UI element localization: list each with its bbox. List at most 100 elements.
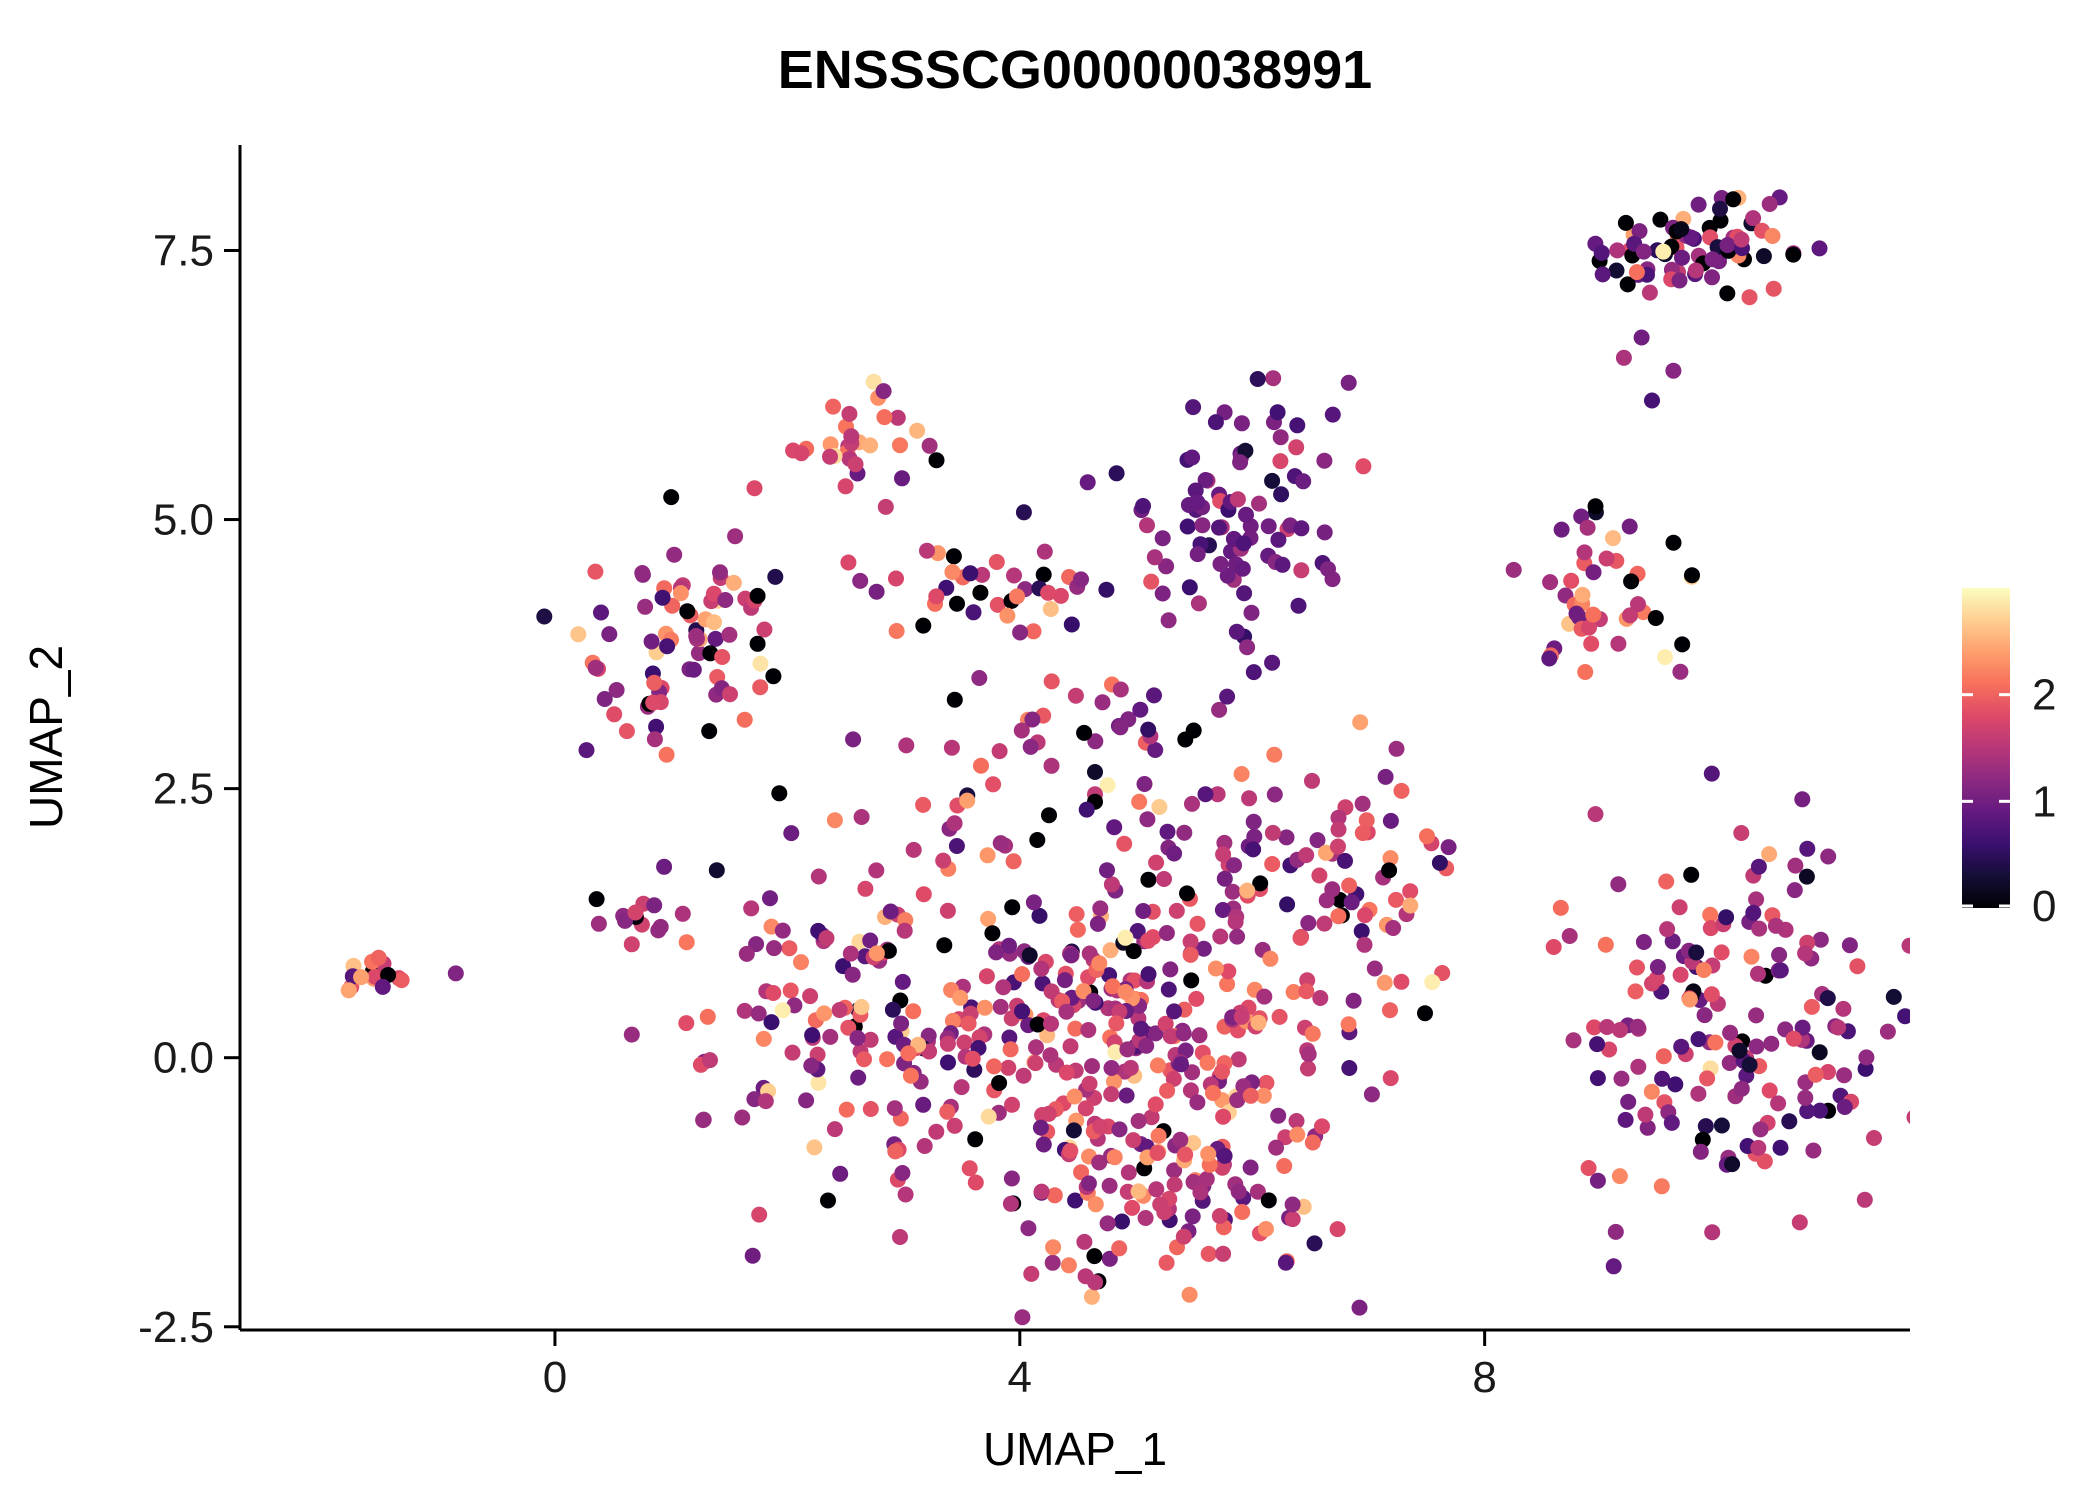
scatter-point bbox=[1002, 1041, 1019, 1058]
scatter-point bbox=[1101, 1250, 1118, 1267]
x-axis-label: UMAP_1 bbox=[983, 1423, 1167, 1475]
scatter-point bbox=[992, 835, 1009, 852]
scatter-point bbox=[374, 978, 391, 995]
scatter-point bbox=[1025, 894, 1042, 911]
scatter-point bbox=[1063, 947, 1080, 964]
scatter-point bbox=[623, 936, 640, 953]
scatter-point bbox=[1897, 1008, 1910, 1025]
scatter-point bbox=[1264, 856, 1281, 872]
scatter-point bbox=[1621, 518, 1638, 535]
scatter-point bbox=[1189, 1094, 1206, 1111]
scatter-point bbox=[721, 626, 738, 643]
scatter-point bbox=[868, 583, 885, 600]
scatter-point bbox=[1623, 573, 1640, 590]
scatter-point bbox=[1647, 610, 1664, 626]
scatter-point bbox=[928, 588, 945, 605]
scatter-point bbox=[838, 1101, 855, 1118]
scatter-point bbox=[706, 614, 722, 631]
scatter-point bbox=[601, 626, 618, 643]
scatter-point bbox=[1750, 1139, 1767, 1156]
scatter-point bbox=[1356, 936, 1373, 953]
scatter-point bbox=[1043, 757, 1060, 774]
scatter-point bbox=[1058, 1064, 1075, 1081]
scatter-point bbox=[1172, 1131, 1189, 1148]
scatter-point bbox=[1246, 828, 1263, 845]
scatter-point bbox=[1091, 955, 1108, 972]
scatter-point bbox=[717, 592, 734, 608]
scatter-point bbox=[1312, 990, 1329, 1006]
scatter-point bbox=[1712, 200, 1728, 217]
scatter-point bbox=[1020, 1220, 1037, 1237]
scatter-point bbox=[1229, 928, 1246, 945]
scatter-point bbox=[1173, 1056, 1189, 1073]
scatter-point bbox=[1124, 1199, 1141, 1216]
scatter-point bbox=[1043, 1015, 1059, 1032]
scatter-point bbox=[1811, 1044, 1828, 1061]
scatter-point bbox=[1143, 573, 1160, 590]
scatter-point bbox=[1117, 929, 1134, 946]
scatter-point bbox=[1002, 1195, 1019, 1212]
scatter-point bbox=[646, 674, 663, 691]
scatter-point bbox=[1021, 947, 1038, 964]
scatter-point bbox=[1304, 772, 1320, 789]
scatter-point bbox=[393, 972, 410, 989]
scatter-point bbox=[587, 563, 604, 580]
scatter-point bbox=[1724, 1156, 1741, 1173]
scatter-point bbox=[743, 900, 760, 917]
scatter-point bbox=[678, 934, 695, 951]
scatter-point bbox=[1189, 915, 1206, 932]
scatter-point bbox=[1713, 944, 1730, 961]
scatter-point bbox=[1228, 623, 1245, 640]
scatter-point bbox=[1644, 392, 1660, 409]
scatter-point bbox=[1718, 909, 1735, 926]
scatter-point bbox=[1075, 983, 1092, 1000]
scatter-point bbox=[1190, 595, 1207, 612]
scatter-point bbox=[1785, 246, 1802, 263]
scatter-point bbox=[1067, 1192, 1084, 1209]
scatter-point bbox=[1198, 1171, 1215, 1187]
scatter-point bbox=[1073, 571, 1089, 588]
scatter-point bbox=[1643, 1083, 1660, 1100]
scatter-point bbox=[627, 904, 644, 921]
scatter-point bbox=[1585, 564, 1602, 581]
colorbar-legend: 0 1 2 bbox=[1962, 588, 2056, 931]
scatter-point bbox=[1136, 776, 1153, 792]
scatter-point bbox=[1306, 1235, 1323, 1252]
scatter-point bbox=[820, 1192, 836, 1209]
scatter-point bbox=[1022, 738, 1039, 755]
scatter-point bbox=[1215, 1108, 1232, 1125]
scatter-point bbox=[1649, 959, 1666, 975]
scatter-point bbox=[1733, 231, 1750, 248]
scatter-point bbox=[832, 1165, 849, 1182]
scatter-point bbox=[1140, 871, 1157, 888]
scatter-point bbox=[1733, 1080, 1750, 1097]
scatter-point bbox=[1089, 915, 1106, 932]
scatter-point bbox=[961, 1160, 978, 1177]
scatter-point bbox=[945, 548, 962, 565]
scatter-point bbox=[900, 1045, 917, 1062]
scatter-point bbox=[1431, 854, 1448, 871]
scatter-point bbox=[1036, 543, 1053, 560]
scatter-point bbox=[1799, 840, 1816, 857]
scatter-point bbox=[701, 723, 718, 740]
scatter-point bbox=[992, 998, 1009, 1015]
scatter-point bbox=[1092, 900, 1109, 917]
scatter-point bbox=[1211, 1208, 1228, 1224]
scatter-point bbox=[1885, 988, 1902, 1005]
scatter-point bbox=[1752, 1121, 1769, 1138]
scatter-point bbox=[1293, 562, 1310, 579]
scatter-point bbox=[1277, 1129, 1294, 1146]
scatter-point bbox=[999, 607, 1016, 624]
scatter-point bbox=[1285, 984, 1302, 1000]
scatter-point bbox=[928, 452, 945, 469]
scatter-point bbox=[1284, 1211, 1301, 1228]
scatter-point bbox=[850, 1069, 867, 1086]
scatter-point bbox=[1040, 1105, 1057, 1122]
scatter-point bbox=[1003, 1170, 1020, 1187]
scatter-point bbox=[1150, 1127, 1167, 1144]
scatter-point bbox=[976, 999, 993, 1016]
scatter-point bbox=[1417, 1005, 1433, 1022]
scatter-point bbox=[1657, 649, 1673, 666]
scatter-point bbox=[1631, 223, 1648, 240]
